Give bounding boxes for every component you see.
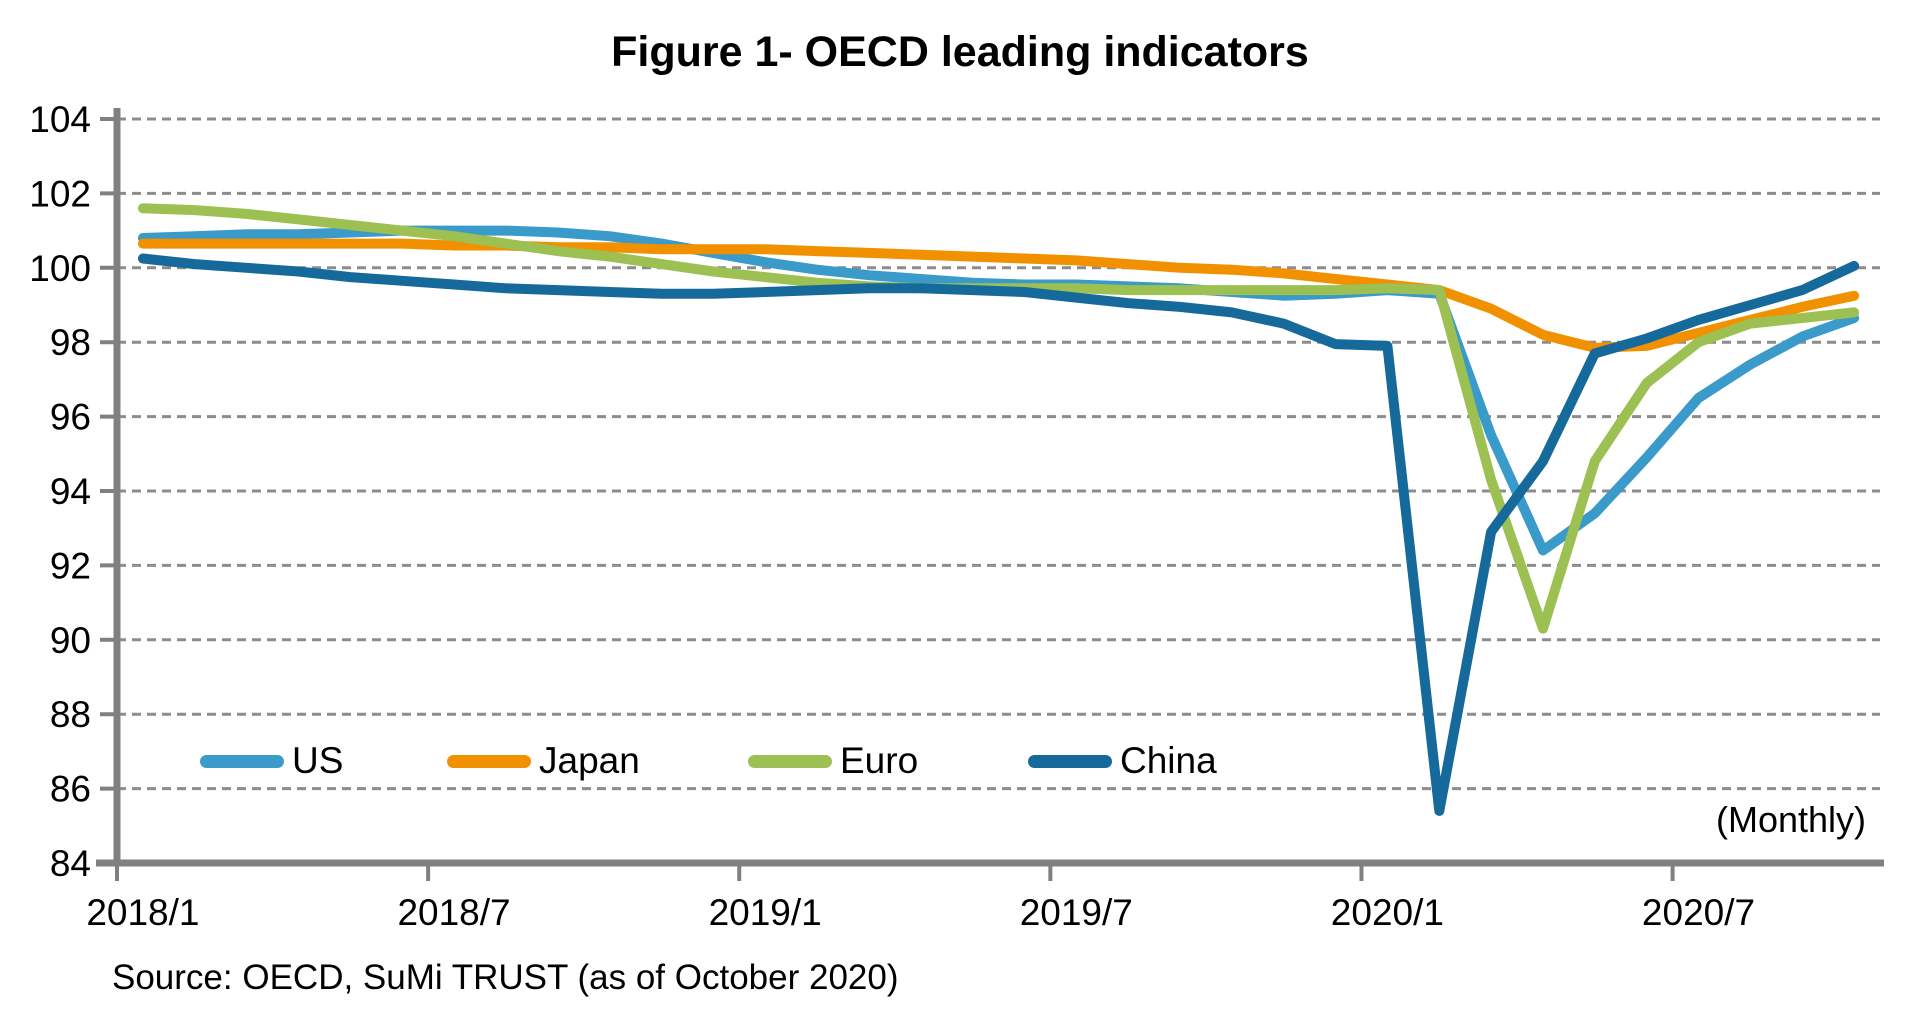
x-tick-label-2020/7: 2020/7 [1642, 892, 1755, 933]
japan-legend-label: Japan [539, 740, 640, 781]
y-tick-label-104: 104 [29, 99, 91, 140]
x-tick-label-2019/7: 2019/7 [1020, 892, 1133, 933]
y-tick-label-86: 86 [50, 769, 91, 810]
y-tick-label-102: 102 [29, 173, 91, 214]
monthly-note: (Monthly) [1715, 799, 1866, 840]
legend-item-euro: Euro [748, 740, 918, 782]
y-tick-label-90: 90 [50, 620, 91, 661]
legend-item-japan: Japan [447, 740, 640, 782]
china-legend-label: China [1120, 740, 1217, 781]
source-note: Source: OECD, SuMi TRUST (as of October … [112, 958, 899, 997]
y-tick-label-98: 98 [50, 322, 91, 363]
chart-title: Figure 1- OECD leading indicators [611, 28, 1309, 76]
x-tick-label-2020/1: 2020/1 [1331, 892, 1444, 933]
legend-item-us: US [200, 740, 343, 782]
x-tick-label-2019/1: 2019/1 [709, 892, 822, 933]
euro-legend-label: Euro [840, 740, 919, 781]
series-line-euro [137, 203, 1860, 634]
x-tick-label-2018/7: 2018/7 [397, 892, 510, 933]
euro-legend-swatch [748, 754, 832, 768]
us-legend-swatch [200, 754, 284, 768]
us-legend-label: US [292, 740, 344, 781]
y-tick-label-100: 100 [29, 248, 91, 289]
y-tick-label-94: 94 [50, 471, 91, 512]
japan-legend-swatch [447, 754, 531, 768]
legend-item-china: China [1028, 740, 1217, 782]
y-tick-label-96: 96 [50, 397, 91, 438]
china-legend-swatch [1028, 754, 1112, 768]
series-line-japan [137, 238, 1860, 353]
series-line-china [137, 253, 1860, 816]
y-tick-label-88: 88 [50, 694, 91, 735]
x-tick-label-2018/1: 2018/1 [86, 892, 199, 933]
y-tick-label-92: 92 [50, 545, 91, 586]
y-tick-label-84: 84 [50, 843, 91, 884]
